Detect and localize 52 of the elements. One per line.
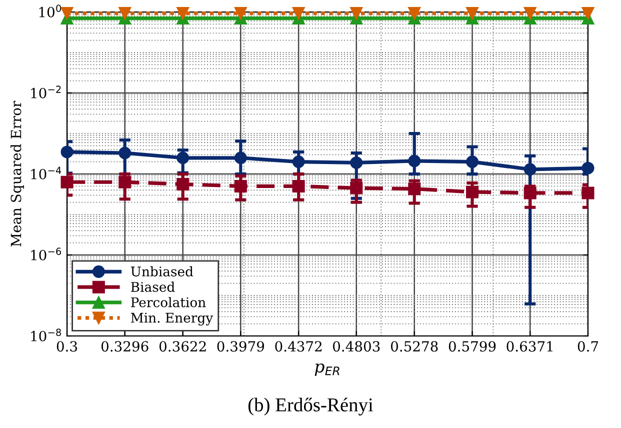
point: [234, 180, 247, 192]
x-tick-label: 0.3979: [217, 341, 264, 352]
x-tick-label: 0.5278: [390, 341, 438, 352]
point: [466, 156, 479, 168]
point: [292, 7, 305, 20]
y-axis-title: Mean Squared Error: [10, 100, 24, 246]
point: [60, 7, 74, 20]
point: [582, 186, 594, 200]
point: [466, 186, 479, 198]
point: [60, 146, 74, 158]
x-tick-label: 0.4803: [333, 341, 380, 352]
y-tick-label: 10$^{−6}$: [31, 248, 62, 260]
y-tick-label: 10$^{−4}$: [31, 166, 62, 180]
x-tick-label: 0.5799: [448, 341, 496, 352]
legend-label: Min. Energy: [130, 312, 214, 326]
point: [176, 152, 190, 164]
x-tick-label: 0.7: [578, 341, 598, 352]
x-tick-label: 0.3296: [101, 341, 148, 352]
x-tick-label: 0.6371: [506, 341, 552, 352]
legend-label: Unbiased: [130, 266, 194, 276]
text: (b) Erdős-Rényi: [248, 398, 374, 416]
point: [524, 163, 536, 176]
y-tick-label: 10$^{−2}$: [31, 86, 61, 98]
point: [582, 162, 594, 174]
x-tick-label: 0.4372: [275, 341, 322, 352]
point: [60, 176, 74, 188]
legend-label: Biased: [131, 282, 175, 292]
point: [292, 180, 305, 192]
point: [234, 152, 247, 164]
point: [350, 156, 363, 169]
point: [234, 7, 247, 20]
x-axis-title: p$_{ER}$: [314, 363, 340, 376]
y-tick-label: 10$^{−8}$: [31, 328, 61, 342]
legend-label: Percolation: [131, 297, 206, 308]
point: [582, 7, 594, 20]
x-tick-label: 0.3: [56, 341, 78, 352]
point: [176, 178, 190, 190]
point: [118, 146, 132, 160]
y-tick-label: 10$^{0}$: [39, 4, 62, 18]
x-tick-label: 0.3622: [159, 341, 206, 352]
point: [408, 182, 421, 196]
point: [350, 182, 363, 194]
point: [118, 7, 132, 20]
point: [292, 156, 305, 168]
point: [466, 7, 479, 20]
point: [118, 176, 132, 188]
point: [524, 186, 536, 200]
point: [408, 7, 421, 20]
point: [350, 7, 363, 20]
point: [176, 7, 190, 20]
point: [408, 154, 421, 168]
point: [524, 7, 536, 20]
